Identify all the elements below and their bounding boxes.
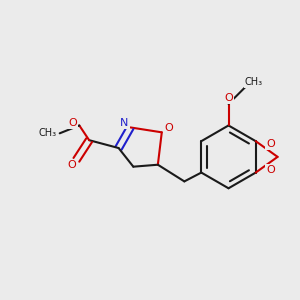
- Text: O: O: [224, 93, 233, 103]
- Text: O: O: [266, 139, 275, 149]
- Text: O: O: [67, 160, 76, 170]
- Text: N: N: [120, 118, 129, 128]
- Text: O: O: [68, 118, 77, 128]
- Text: CH₃: CH₃: [245, 77, 263, 87]
- Text: O: O: [266, 165, 275, 175]
- Text: CH₃: CH₃: [39, 128, 57, 138]
- Text: O: O: [164, 123, 173, 134]
